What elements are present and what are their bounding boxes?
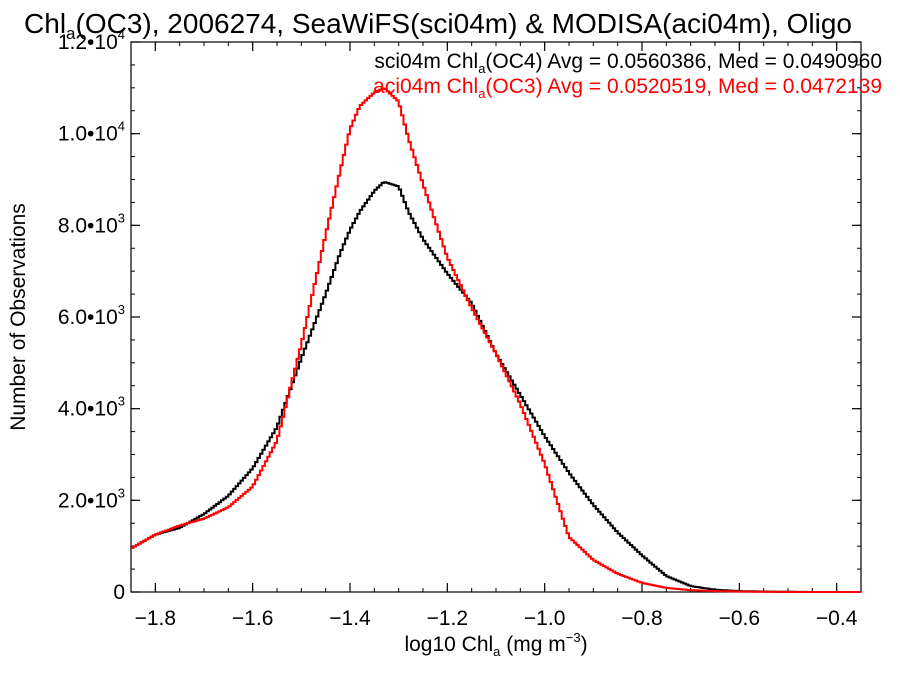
legend: sci04m Chla(OC4) Avg = 0.0560386, Med = … xyxy=(373,50,882,101)
series-layer xyxy=(131,87,861,593)
x-tick-label: −0.4 xyxy=(816,607,858,630)
x-tick-label: −0.6 xyxy=(719,607,760,630)
y-tick-label: 0 xyxy=(113,581,125,604)
series-line-aci04m xyxy=(131,87,861,593)
x-tick-label: −1.0 xyxy=(524,607,565,630)
y-tick-label: 1.0•104 xyxy=(58,119,125,146)
x-tick-label: −0.8 xyxy=(621,607,662,630)
y-tick-label: 4.0•103 xyxy=(58,394,125,421)
y-tick-label: 2.0•103 xyxy=(58,485,125,512)
plot-frame xyxy=(130,41,862,593)
y-axis: 0 2.0•103 4.0•103 6.0•103 8.0•103 1.0•104 1.2•… xyxy=(58,27,861,604)
y-axis-label: Number of Observations xyxy=(7,203,30,431)
x-axis-label: log10 Chla (mg m−3) xyxy=(404,630,587,659)
x-tick-label: −1.8 xyxy=(135,607,176,630)
y-tick-label: 6.0•103 xyxy=(58,302,125,329)
x-axis: −1.8 −1.6 −1.4 −1.2 −1.0 −0.8 −0.6 −0.4 xyxy=(130,42,862,630)
legend-entry-sci04m: sci04m Chla(OC4) Avg = 0.0560386, Med = … xyxy=(374,50,882,76)
x-tick-label: −1.2 xyxy=(427,607,468,630)
y-tick-label: 1.2•104 xyxy=(58,27,125,54)
chart-title: Chla(OC3), 2006274, SeaWiFS(sci04m) & MO… xyxy=(24,8,852,43)
y-tick-label: 8.0•103 xyxy=(58,210,125,237)
legend-entry-aci04m: aci04m Chla(OC3) Avg = 0.0520519, Med = … xyxy=(373,75,882,101)
x-tick-label: −1.4 xyxy=(329,607,371,630)
x-tick-label: −1.6 xyxy=(232,607,273,630)
series-line-sci04m xyxy=(131,181,861,593)
